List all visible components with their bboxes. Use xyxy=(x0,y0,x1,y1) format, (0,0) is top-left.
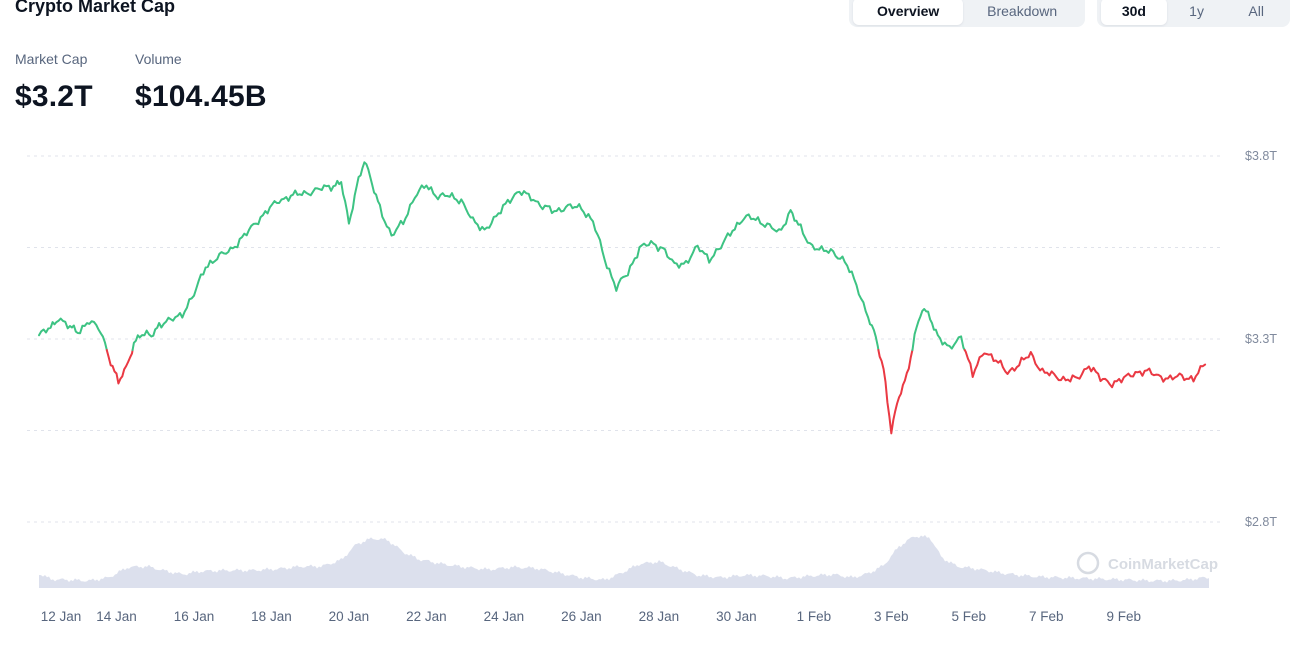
x-axis: 12 Jan 14 Jan 16 Jan 18 Jan 20 Jan 22 Jan 24 J… xyxy=(41,609,1141,624)
market-cap-value: $3.2T xyxy=(15,80,93,113)
x-tick-label: 3 Feb xyxy=(874,609,909,624)
range-1y[interactable]: 1y xyxy=(1189,3,1204,19)
price-line-up xyxy=(38,317,108,351)
x-tick-label: 12 Jan xyxy=(41,609,82,624)
watermark: CoinMarketCap xyxy=(1076,551,1218,575)
volume-label: Volume xyxy=(135,51,182,67)
x-tick-label: 22 Jan xyxy=(406,609,447,624)
y-axis: $2.8T $3.3T $3.8T xyxy=(1245,149,1277,529)
price-line-up xyxy=(131,161,880,351)
volume-value: $104.45B xyxy=(135,80,267,113)
x-tick-label: 16 Jan xyxy=(174,609,215,624)
volume-area xyxy=(39,534,1209,588)
page-title: Crypto Market Cap xyxy=(15,0,176,16)
x-tick-label: 28 Jan xyxy=(639,609,680,624)
range-toggle: 30d 1y All xyxy=(1097,0,1290,27)
x-tick-label: 20 Jan xyxy=(329,609,370,624)
y-tick-label: $2.8T xyxy=(1245,515,1277,529)
x-tick-label: 7 Feb xyxy=(1029,609,1064,624)
tab-overview[interactable]: Overview xyxy=(853,0,964,25)
volume-area-shape xyxy=(39,534,1209,588)
price-line-down xyxy=(105,349,134,385)
x-tick-label: 26 Jan xyxy=(561,609,602,624)
x-tick-label: 1 Feb xyxy=(797,609,832,624)
view-toggle: Overview Breakdown xyxy=(849,0,1085,27)
tab-breakdown[interactable]: Breakdown xyxy=(987,3,1058,19)
price-line-up xyxy=(911,308,966,351)
y-tick-label: $3.8T xyxy=(1245,149,1277,163)
range-30d[interactable]: 30d xyxy=(1101,0,1167,25)
x-tick-label: 18 Jan xyxy=(251,609,292,624)
price-line-down xyxy=(963,349,1207,389)
y-tick-label: $3.3T xyxy=(1245,332,1277,346)
watermark-text: CoinMarketCap xyxy=(1108,556,1218,573)
x-tick-label: 9 Feb xyxy=(1107,609,1142,624)
price-lines xyxy=(38,161,1207,435)
grid-lines xyxy=(27,155,1220,523)
x-tick-label: 5 Feb xyxy=(952,609,987,624)
market-cap-label: Market Cap xyxy=(15,51,88,67)
price-line-down xyxy=(877,349,914,435)
range-all[interactable]: All xyxy=(1248,3,1264,19)
x-tick-label: 24 Jan xyxy=(484,609,525,624)
x-tick-label: 14 Jan xyxy=(96,609,137,624)
watermark-logo-icon xyxy=(1076,551,1100,575)
x-tick-label: 30 Jan xyxy=(716,609,757,624)
